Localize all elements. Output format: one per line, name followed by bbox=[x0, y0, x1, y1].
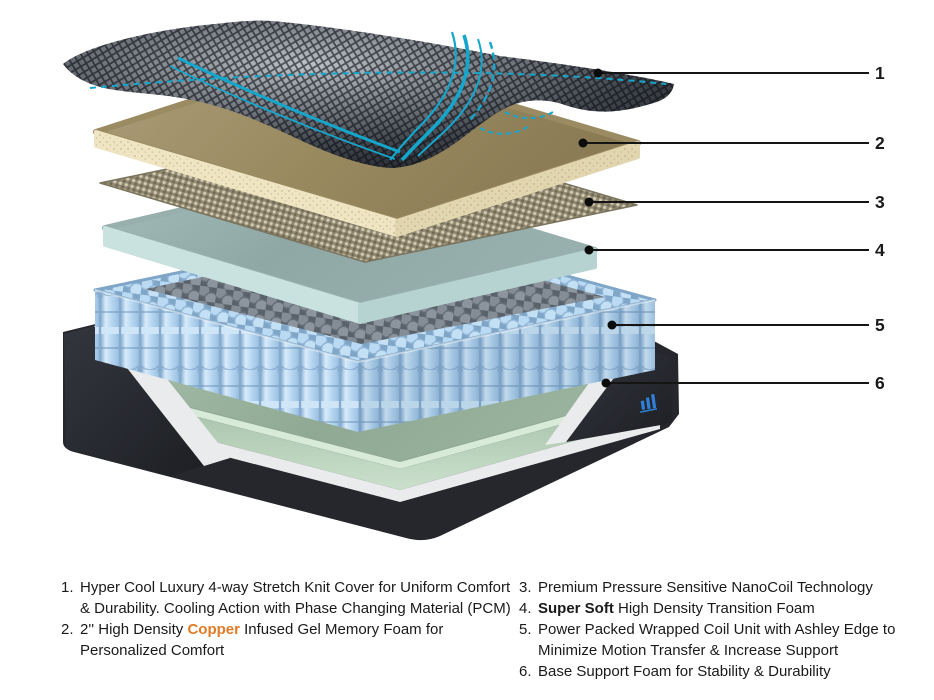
callout-4: 4 bbox=[584, 240, 885, 260]
legend-item-2-number: 2. bbox=[61, 621, 74, 638]
callout-1-number: 1 bbox=[875, 63, 885, 83]
legend-item-2-text-after: Infused Gel Memory Foam for Personalized… bbox=[80, 621, 444, 659]
legend-item-5-number: 5. bbox=[519, 621, 532, 638]
legend-item-4-number: 4. bbox=[519, 600, 532, 617]
base-left-dark-wedge bbox=[64, 326, 204, 476]
legend-item-1: 1. Hyper Cool Luxury 4-way Stretch Knit … bbox=[61, 577, 513, 619]
coil-front-left-face bbox=[95, 290, 358, 432]
legend-left-column: 1. Hyper Cool Luxury 4-way Stretch Knit … bbox=[61, 577, 513, 661]
callout-2: 2 bbox=[578, 133, 885, 153]
callout-6: 6 bbox=[601, 373, 885, 393]
callout-3: 3 bbox=[584, 192, 885, 212]
legend-item-2-text: 2'' High Density Copper Infused Gel Memo… bbox=[80, 619, 513, 661]
coil-front-right-face bbox=[358, 300, 655, 432]
legend-right-column: 3. Premium Pressure Sensitive NanoCoil T… bbox=[519, 577, 915, 682]
cover-knit-texture bbox=[63, 20, 674, 168]
legend-item-2-text-before: 2'' High Density bbox=[80, 621, 188, 638]
legend-item-2-copper-word: Copper bbox=[187, 621, 240, 638]
exploded-mattress-diagram: 1 2 3 4 5 bbox=[63, 20, 885, 541]
legend-item-6-number: 6. bbox=[519, 663, 532, 680]
callouts: 1 2 3 4 5 bbox=[578, 63, 885, 393]
legend-item-1-number: 1. bbox=[61, 579, 74, 596]
callout-6-number: 6 bbox=[875, 373, 885, 393]
brand-logo-icon bbox=[640, 393, 658, 413]
memory-foam-edge-speckle bbox=[96, 132, 638, 235]
cover-cyan-plaid bbox=[89, 31, 667, 162]
legend-item-4-text-after: High Density Transition Foam bbox=[613, 600, 815, 617]
legend-item-3: 3. Premium Pressure Sensitive NanoCoil T… bbox=[519, 577, 915, 598]
legend-item-3-text: Premium Pressure Sensitive NanoCoil Tech… bbox=[538, 579, 873, 596]
callout-4-number: 4 bbox=[875, 240, 885, 260]
legend-item-5-text: Power Packed Wrapped Coil Unit with Ashl… bbox=[538, 621, 896, 659]
callout-2-number: 2 bbox=[875, 133, 885, 153]
legend-item-1-text: Hyper Cool Luxury 4-way Stretch Knit Cov… bbox=[80, 579, 511, 617]
legend-item-4-text: Super Soft High Density Transition Foam bbox=[538, 598, 915, 619]
legend-item-6-text: Base Support Foam for Stability & Durabi… bbox=[538, 663, 831, 680]
transition-foam-front-right-edge bbox=[358, 248, 597, 324]
legend-item-4: 4. Super Soft High Density Transition Fo… bbox=[519, 598, 915, 619]
legend-item-4-bold-words: Super Soft bbox=[538, 600, 614, 617]
legend-item-3-number: 3. bbox=[519, 579, 532, 596]
coil-edge-highlight bbox=[94, 289, 656, 364]
callout-5-number: 5 bbox=[875, 315, 885, 335]
knit-cover-layer bbox=[63, 20, 674, 168]
callout-1: 1 bbox=[593, 63, 885, 83]
legend-item-2: 2. 2'' High Density Copper Infused Gel M… bbox=[61, 619, 513, 661]
legend-item-5: 5. Power Packed Wrapped Coil Unit with A… bbox=[519, 619, 915, 661]
callout-5: 5 bbox=[607, 315, 885, 335]
callout-3-number: 3 bbox=[875, 192, 885, 212]
legend-item-6: 6. Base Support Foam for Stability & Dur… bbox=[519, 661, 915, 682]
coil-right-face-shade bbox=[358, 300, 655, 432]
